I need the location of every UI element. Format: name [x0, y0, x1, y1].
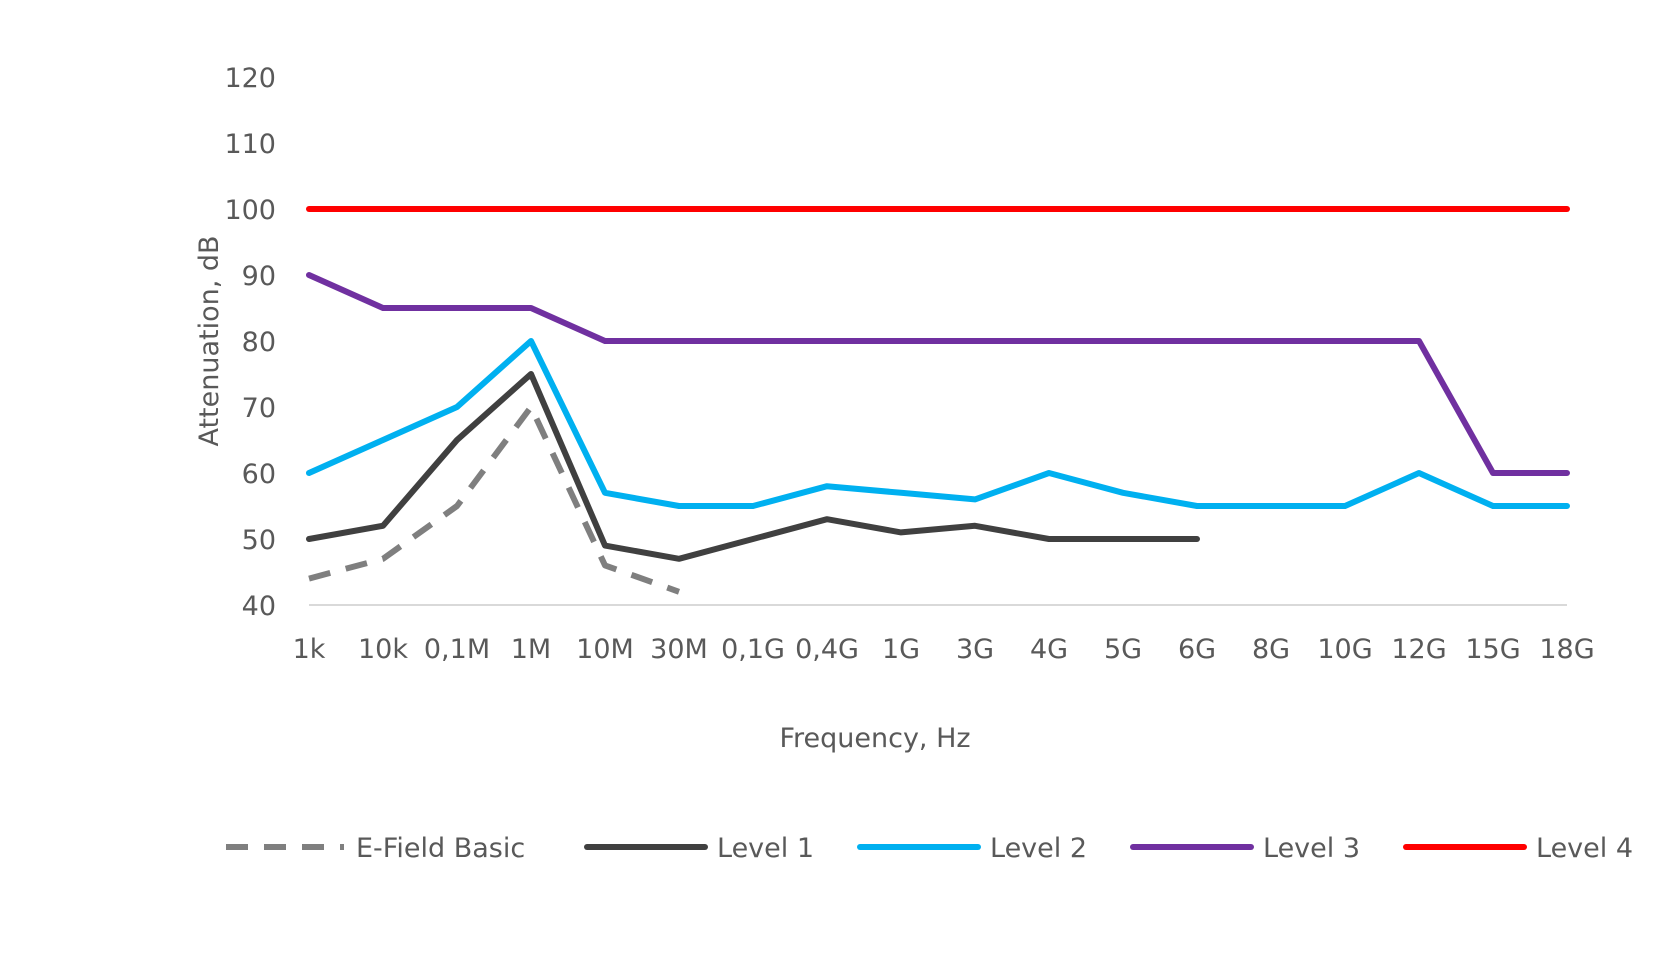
x-tick-label-15g: 15G	[1465, 634, 1520, 665]
y-tick-label-70: 70	[242, 393, 276, 424]
y-tick-label-120: 120	[224, 63, 276, 94]
y-tick-labels: 40 50 60 70 80 90 100 110 120	[224, 63, 276, 622]
series-line-level-2	[306, 338, 1570, 509]
legend: E-Field Basic Level 1 Level 2 Level 3 Level …	[226, 833, 1633, 864]
x-tick-label-12g: 12G	[1391, 634, 1446, 665]
x-tick-label-0-1m: 0,1M	[424, 634, 490, 665]
x-tick-label-4g: 4G	[1030, 634, 1068, 665]
x-tick-label-3g: 3G	[956, 634, 994, 665]
x-tick-label-0-1g: 0,1G	[721, 634, 785, 665]
x-tick-label-5g: 5G	[1104, 634, 1142, 665]
y-tick-label-50: 50	[242, 525, 276, 556]
legend-item-e-field-basic: E-Field Basic	[226, 833, 525, 864]
legend-item-level-2: Level 2	[857, 833, 1087, 864]
legend-item-level-3: Level 3	[1130, 833, 1360, 864]
x-tick-label-18g: 18G	[1539, 634, 1594, 665]
legend-label-level-1: Level 1	[717, 833, 814, 864]
legend-item-level-4: Level 4	[1403, 833, 1633, 864]
x-tick-label-8g: 8G	[1252, 634, 1290, 665]
series-line-e-field-basic	[308, 404, 681, 595]
y-tick-label-100: 100	[224, 195, 276, 226]
y-tick-label-80: 80	[242, 327, 276, 358]
x-tick-label-1g: 1G	[882, 634, 920, 665]
x-tick-label-10k: 10k	[358, 634, 408, 665]
x-tick-label-6g: 6G	[1178, 634, 1216, 665]
x-tick-label-0-4g: 0,4G	[795, 634, 859, 665]
y-tick-label-90: 90	[242, 261, 276, 292]
x-tick-label-10m: 10M	[576, 634, 634, 665]
legend-label-level-2: Level 2	[990, 833, 1087, 864]
y-tick-label-40: 40	[242, 591, 276, 622]
plot-area: 40 50 60 70 80 90 100 110 120 1k 10k 0,1M 1M 10M 30M 0…	[224, 63, 1594, 665]
y-tick-label-110: 110	[224, 129, 276, 160]
series-line-level-1	[306, 371, 1200, 562]
legend-label-e-field-basic: E-Field Basic	[356, 833, 525, 864]
y-axis-title: Attenuation, dB	[194, 235, 225, 446]
x-tick-label-1m: 1M	[511, 634, 551, 665]
x-tick-labels: 1k 10k 0,1M 1M 10M 30M 0,1G 0,4G 1G 3G 4G 5G 6G 8G 10G…	[293, 634, 1595, 665]
y-tick-label-60: 60	[242, 459, 276, 490]
x-tick-label-10g: 10G	[1317, 634, 1372, 665]
legend-label-level-3: Level 3	[1263, 833, 1360, 864]
x-tick-label-1k: 1k	[293, 634, 326, 665]
legend-label-level-4: Level 4	[1536, 833, 1633, 864]
x-axis-title: Frequency, Hz	[779, 723, 970, 754]
x-tick-label-30m: 30M	[650, 634, 708, 665]
series-line-level-3	[306, 272, 1570, 476]
series-lines	[306, 206, 1570, 595]
legend-item-level-1: Level 1	[584, 833, 814, 864]
